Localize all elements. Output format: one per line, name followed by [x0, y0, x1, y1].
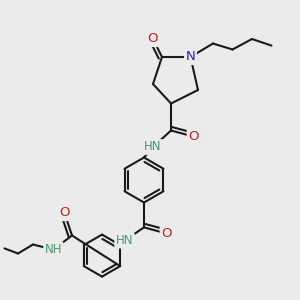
Text: HN: HN — [116, 234, 133, 247]
Text: O: O — [188, 130, 199, 143]
Text: O: O — [59, 206, 70, 220]
Text: NH: NH — [45, 243, 62, 256]
Text: O: O — [148, 32, 158, 46]
Text: N: N — [186, 50, 195, 64]
Text: O: O — [161, 227, 172, 240]
Text: HN: HN — [144, 140, 162, 154]
